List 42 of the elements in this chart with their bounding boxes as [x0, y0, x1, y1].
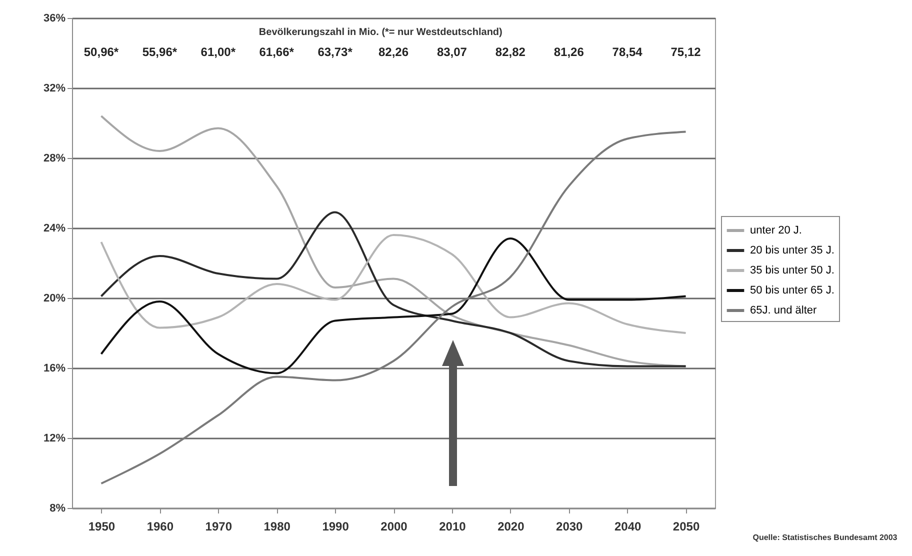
x-tick-label: 1980: [264, 520, 291, 534]
line-series: [100, 130, 687, 484]
annotation: 75,12: [670, 45, 702, 59]
annotation: 50,96*: [84, 45, 119, 59]
y-tick-label: 12%: [43, 432, 66, 444]
x-tick-label: 1950: [88, 520, 116, 534]
annotation: 55,96*: [142, 45, 178, 59]
legend-label: 35 bis unter 50 J.: [750, 264, 834, 276]
x-tick-label: 1970: [205, 520, 232, 534]
line-series: [100, 238, 687, 374]
legend-label: 20 bis unter 35 J.: [750, 244, 834, 256]
x-tick-label: 2020: [498, 520, 525, 534]
annotation: 82,26: [378, 45, 409, 59]
annotation: 81,26: [554, 45, 584, 59]
y-tick-label: 36%: [43, 12, 66, 24]
x-tick-label: 2050: [672, 520, 700, 534]
y-tick-label: 16%: [43, 362, 66, 374]
x-tick-label: 1990: [322, 520, 350, 534]
y-tick-label: 32%: [43, 82, 66, 94]
line-series: [100, 234, 687, 334]
x-tick-label: 2010: [439, 520, 466, 534]
annotation: 78,54: [612, 45, 643, 59]
x-tick-label: 1960: [146, 520, 174, 534]
x-tick-label: 2000: [380, 520, 408, 534]
x-tick-label: 2040: [614, 520, 642, 534]
source-note: Quelle: Statistisches Bundesamt 2003: [752, 533, 898, 542]
y-tick-label: 20%: [43, 292, 66, 304]
annotation: 82,82: [495, 45, 526, 59]
y-tick-label: 24%: [43, 222, 66, 234]
legend-label: unter 20 J.: [750, 224, 802, 236]
annotation: 61,00*: [200, 45, 236, 59]
y-tick-label: 8%: [50, 502, 66, 514]
annotation: 61,66*: [259, 45, 294, 59]
y-tick-label: 28%: [43, 152, 66, 164]
legend-label: 50 bis unter 65 J.: [750, 284, 834, 296]
annotation: 63,73*: [318, 45, 353, 59]
line-series: [100, 211, 687, 368]
legend-label: 65J. und älter: [750, 304, 817, 316]
x-tick-label: 2030: [556, 520, 584, 534]
text: Bevölkerungszahl in Mio. (*= nur Westdeutschland): [258, 27, 502, 38]
annotation: 83,07: [436, 45, 468, 59]
line-series: [100, 115, 687, 368]
